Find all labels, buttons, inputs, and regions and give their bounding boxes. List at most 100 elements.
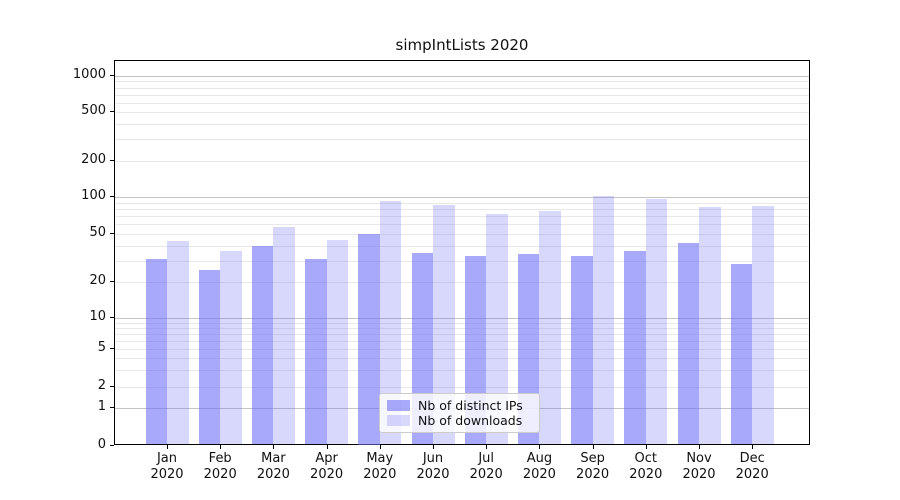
x-tick-label-year: 2020 [363, 467, 397, 482]
y-tick-mark-1 [110, 407, 114, 408]
x-tick-label-year: 2020 [576, 467, 610, 482]
y-tick-mark-10 [110, 317, 114, 318]
bar-nb-of-downloads-dec [752, 205, 774, 445]
legend: Nb of distinct IPs Nb of downloads [379, 393, 540, 433]
gridline-minor-400 [115, 123, 809, 125]
x-tick-label-year: 2020 [735, 467, 769, 482]
y-tick-label-500: 500 [81, 103, 106, 118]
bar-nb-of-downloads-may [379, 200, 402, 445]
gridline-minor-30 [115, 260, 809, 262]
x-tick-label-month: Dec [739, 451, 765, 466]
x-tick-label-year: 2020 [522, 467, 556, 482]
gridline-minor-50 [115, 234, 809, 235]
bar-nb-of-downloads-nov [699, 206, 721, 445]
x-tick-label-feb: Feb 2020 [193, 451, 247, 483]
x-tick-label-month: Oct [634, 451, 658, 466]
gridline-minor-70 [115, 216, 809, 218]
x-tick-mark-jul [486, 444, 488, 449]
x-tick-label-month: Nov [686, 451, 712, 466]
x-tick-label-month: Jun [422, 451, 444, 466]
bar-nb-of-distinct-ips-nov [677, 243, 699, 445]
y-tick-mark-2 [110, 386, 114, 387]
x-tick-label-year: 2020 [629, 467, 663, 482]
x-tick-mark-jun [433, 444, 434, 449]
y-tick-label-200: 200 [81, 152, 106, 167]
x-tick-label-oct: Oct 2020 [619, 451, 673, 483]
gridline-minor-8 [115, 327, 809, 329]
bar-nb-of-downloads-jul [486, 213, 508, 445]
legend-row-nb-of-downloads: Nb of downloads [387, 413, 532, 428]
y-tick-label-2: 2 [97, 378, 106, 393]
x-tick-label-month: Apr [315, 451, 338, 466]
x-tick-label-month: Jul [478, 451, 495, 466]
y-tick-mark-5 [110, 348, 114, 349]
y-tick-mark-1000 [110, 75, 114, 76]
y-tick-mark-20 [110, 281, 114, 282]
x-tick-mark-apr [326, 444, 328, 449]
bar-nb-of-downloads-jun [433, 205, 455, 445]
x-tick-label-sep: Sep 2020 [566, 451, 620, 483]
gridline-minor-40 [115, 245, 809, 247]
gridline-minor-7 [115, 333, 809, 335]
x-tick-label-dec: Dec 2020 [725, 451, 779, 483]
y-tick-label-1000: 1000 [72, 67, 106, 82]
gridline-minor-90 [115, 202, 809, 204]
x-tick-label-month: Aug [526, 451, 553, 466]
gridline-minor-300 [115, 139, 809, 141]
x-tick-label-month: Feb [208, 451, 232, 466]
bar-nb-of-downloads-feb [220, 251, 242, 445]
gridline-major-100 [115, 197, 809, 198]
y-tick-label-50: 50 [89, 225, 106, 240]
x-tick-label-jun: Jun 2020 [406, 451, 460, 483]
x-tick-label-month: Mar [261, 451, 286, 466]
bar-nb-of-distinct-ips-oct [624, 251, 646, 445]
x-tick-label-month: Sep [580, 451, 605, 466]
gridline-minor-200 [115, 161, 809, 162]
bar-nb-of-distinct-ips-feb [198, 270, 221, 445]
legend-swatch-nb-of-distinct-ips [387, 400, 410, 411]
gridline-minor-4 [115, 358, 809, 360]
x-tick-label-aug: Aug 2020 [512, 451, 566, 483]
gridline-minor-6 [115, 340, 809, 342]
y-tick-label-5: 5 [97, 340, 106, 355]
gridline-minor-9 [115, 322, 809, 324]
gridline-minor-500 [115, 112, 809, 113]
x-tick-label-jan: Jan 2020 [140, 451, 194, 483]
gridline-minor-5 [115, 349, 809, 350]
y-tick-mark-200 [110, 160, 114, 161]
gridline-minor-700 [115, 94, 809, 96]
x-tick-mark-oct [645, 444, 647, 449]
bar-nb-of-distinct-ips-mar [251, 245, 274, 445]
bar-nb-of-distinct-ips-may [358, 234, 380, 445]
x-tick-mark-mar [273, 444, 275, 449]
bar-nb-of-downloads-apr [326, 239, 349, 445]
gridline-minor-80 [115, 208, 809, 210]
bar-nb-of-downloads-jan [167, 240, 189, 445]
bar-nb-of-downloads-sep [592, 195, 615, 445]
y-tick-label-10: 10 [89, 309, 106, 324]
gridline-minor-900 [115, 81, 809, 83]
x-tick-label-apr: Apr 2020 [300, 451, 354, 483]
x-tick-label-year: 2020 [203, 467, 237, 482]
bar-nb-of-downloads-oct [645, 198, 668, 445]
x-tick-label-year: 2020 [150, 467, 184, 482]
x-tick-label-jul: Jul 2020 [459, 451, 513, 483]
gridline-major-10 [115, 318, 809, 319]
gridline-major-1000 [115, 76, 809, 77]
x-tick-label-year: 2020 [310, 467, 344, 482]
y-tick-label-1: 1 [97, 399, 106, 414]
x-tick-label-year: 2020 [682, 467, 716, 482]
bar-nb-of-distinct-ips-apr [305, 259, 327, 445]
plot-area [114, 60, 810, 445]
x-tick-label-year: 2020 [256, 467, 290, 482]
x-tick-mark-sep [592, 444, 594, 449]
gridline-minor-2 [115, 387, 809, 388]
x-tick-label-may: May 2020 [353, 451, 407, 483]
x-tick-label-year: 2020 [469, 467, 503, 482]
y-tick-mark-50 [110, 233, 114, 234]
x-tick-label-month: May [366, 451, 394, 466]
x-tick-mark-aug [539, 444, 541, 449]
y-tick-label-100: 100 [81, 188, 106, 203]
gridline-minor-20 [115, 282, 809, 283]
